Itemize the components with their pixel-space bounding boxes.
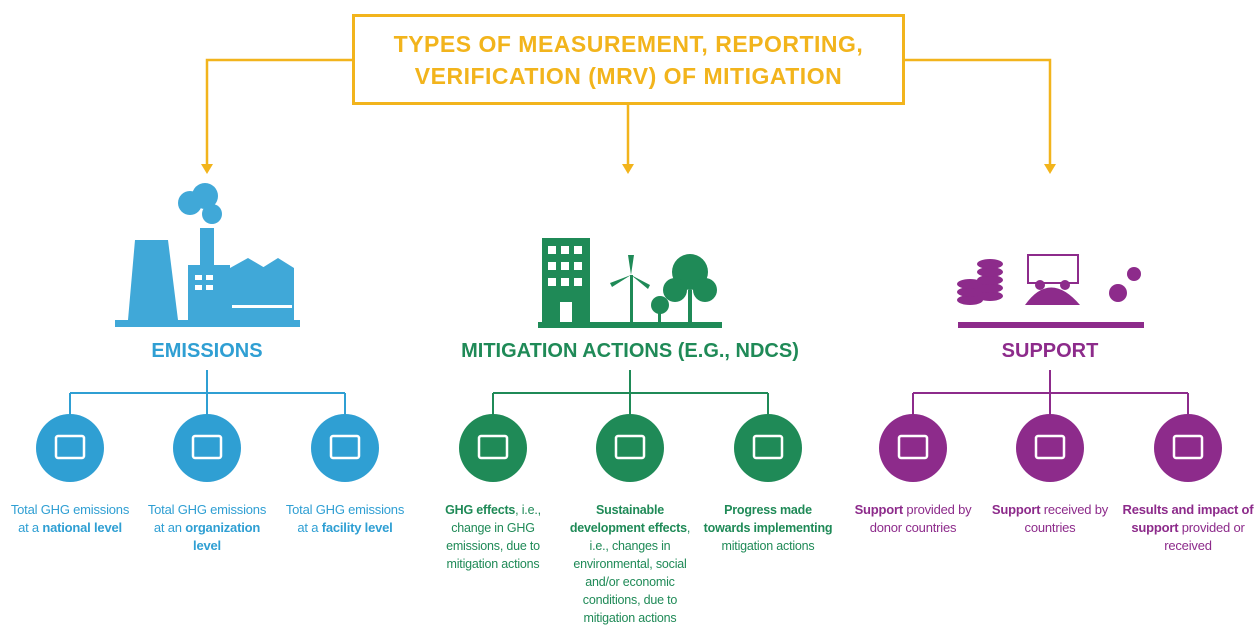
item-icon [734, 414, 802, 482]
item-description: Results and impact of support provided o… [1122, 501, 1254, 555]
item-icon [879, 414, 947, 482]
description-text: mitigation actions [722, 539, 815, 553]
item-description: Total GHG emissions at an organization l… [141, 501, 273, 555]
description-text: GHG effects [445, 503, 515, 517]
description-text: Support [992, 502, 1040, 517]
column-heading: SUPPORT [850, 340, 1250, 363]
item-description: GHG effects, i.e., change in GHG emissio… [427, 501, 559, 573]
item-description: Sustainable development effects, i.e., c… [564, 501, 696, 627]
title-box: TYPES OF MEASUREMENT, REPORTING, VERIFIC… [352, 14, 905, 105]
item-icon [459, 414, 527, 482]
column-heading: EMISSIONS [7, 340, 407, 363]
item-description: Support received by countries [984, 501, 1116, 537]
item-icon [173, 414, 241, 482]
tree [36, 370, 1222, 482]
page: TYPES OF MEASUREMENT, REPORTING, VERIFIC… [0, 0, 1254, 640]
factory-icon [115, 183, 300, 327]
city-icon [538, 238, 722, 328]
description-text: Support [855, 502, 903, 517]
item-description: Total GHG emissions at a facility level [279, 501, 411, 537]
description-text: facility level [322, 520, 393, 535]
description-text: Sustainable development effects [570, 503, 687, 535]
arrowheads [201, 164, 1056, 174]
description-text: , i.e., changes in environmental, social… [573, 521, 690, 625]
item-icon [1016, 414, 1084, 482]
title-line: TYPES OF MEASUREMENT, REPORTING, [355, 28, 902, 60]
item-icon [1154, 414, 1222, 482]
column-heading: MITIGATION ACTIONS (E.G., NDCS) [430, 340, 830, 363]
title-line: VERIFICATION (MRV) OF MITIGATION [355, 60, 902, 92]
item-description: Support provided by donor countries [847, 501, 979, 537]
item-icon [311, 414, 379, 482]
item-description: Total GHG emissions at a national level [4, 501, 136, 537]
support-icon [957, 255, 1144, 328]
description-text: Progress made towards implementing [704, 503, 833, 535]
description-text: organization level [185, 520, 260, 553]
item-icon [36, 414, 104, 482]
item-description: Progress made towards implementing mitig… [702, 501, 834, 555]
item-icon [596, 414, 664, 482]
description-text: national level [42, 520, 122, 535]
